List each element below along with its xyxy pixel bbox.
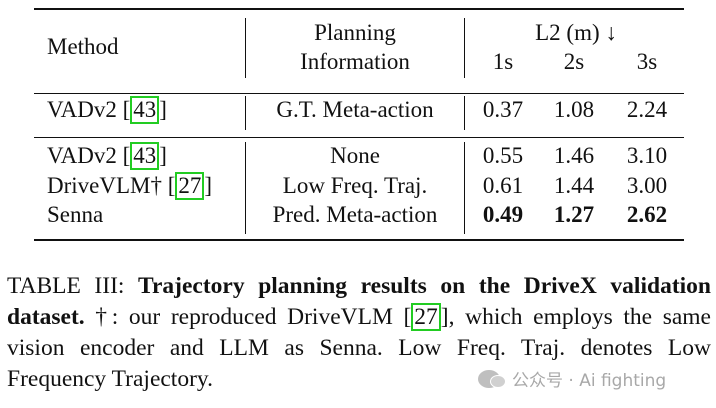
table-row-method: VADv2 [43] [47, 96, 167, 124]
table-row-method: VADv2 [43] [47, 142, 167, 170]
caption-text: ], which employs the same vision encoder… [7, 304, 711, 392]
citation-link[interactable]: 43 [130, 96, 160, 124]
top-rule [34, 8, 684, 10]
table-row-value-best: 1.27 [553, 202, 595, 227]
col-separator [464, 142, 465, 234]
col-separator [245, 18, 246, 78]
watermark: 公众号 · Ai fighting [478, 366, 666, 391]
table-row-value: 0.37 [482, 97, 524, 122]
caption-label: TABLE III: [7, 273, 139, 299]
table-row-planning: G.T. Meta-action [276, 97, 434, 122]
citation-link[interactable]: 27 [411, 303, 441, 331]
table-row-value: 0.61 [482, 173, 524, 198]
table-caption: TABLE III: Trajectory planning results o… [7, 271, 711, 395]
table-row-method: DriveVLM† [27] [47, 172, 213, 200]
header-planning-line2: Information [300, 49, 410, 74]
col-separator [245, 142, 246, 234]
table-row-method: Senna [47, 202, 104, 227]
header-2s: 2s [563, 49, 585, 74]
caption-title: Trajectory planning results on the Drive… [7, 273, 711, 330]
citation-link[interactable]: 43 [130, 142, 160, 170]
col-separator [464, 96, 465, 130]
header-l2-group: L2 (m) ↓ [535, 20, 617, 45]
table-row-value-best: 0.49 [482, 202, 524, 227]
table-row-value: 0.55 [482, 143, 524, 168]
header-3s: 3s [636, 49, 658, 74]
chat-bubble-icon [478, 369, 506, 388]
header-method: Method [47, 34, 119, 59]
header-planning-line1: Planning [314, 20, 396, 45]
table-row-value: 3.00 [626, 173, 668, 198]
table-row-planning: Low Freq. Traj. [282, 173, 428, 198]
results-table: Method Planning Information L2 (m) ↓ 1s … [34, 8, 684, 242]
table-row-planning: None [330, 143, 380, 168]
col-separator [245, 96, 246, 130]
header-rule [34, 93, 684, 94]
table-row-value-best: 2.62 [626, 202, 668, 227]
table-row-value: 1.46 [553, 143, 595, 168]
table-row-value: 2.24 [626, 97, 668, 122]
citation-link[interactable]: 27 [175, 172, 205, 200]
group-rule [34, 137, 684, 138]
table-row-value: 3.10 [626, 143, 668, 168]
table-row-value: 1.08 [553, 97, 595, 122]
table-row-planning: Pred. Meta-action [272, 202, 438, 227]
header-1s: 1s [492, 49, 514, 74]
bottom-rule [34, 239, 684, 241]
watermark-text: 公众号 · Ai fighting [512, 371, 667, 391]
table-row-value: 1.44 [553, 173, 595, 198]
col-separator [464, 18, 465, 78]
caption-text: †: our reproduced DriveVLM [ [84, 304, 412, 330]
